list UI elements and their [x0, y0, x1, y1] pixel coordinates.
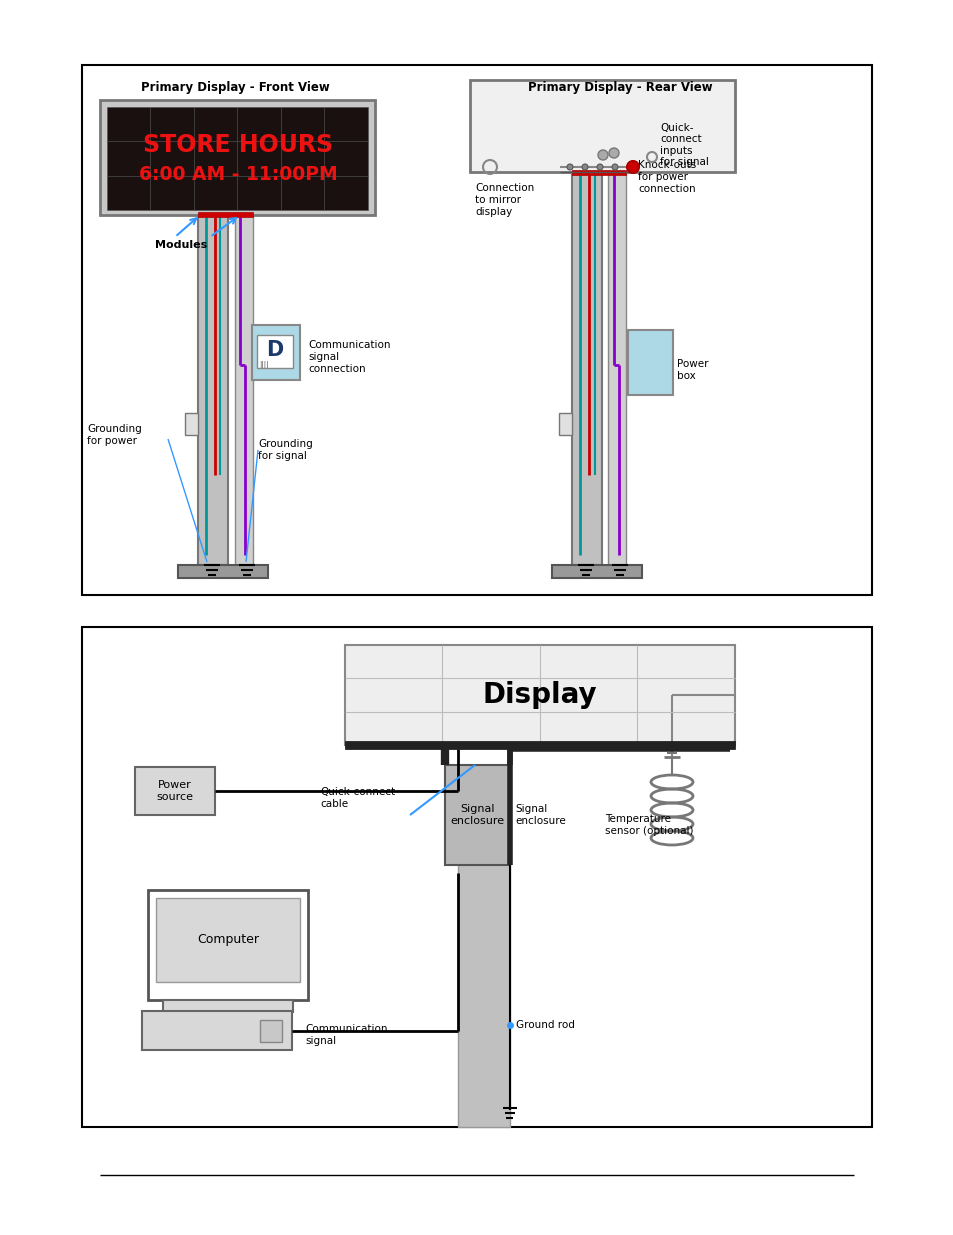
Bar: [607, 172, 625, 564]
Bar: [148, 890, 308, 1000]
Text: 6:00 AM - 11:00PM: 6:00 AM - 11:00PM: [138, 165, 337, 184]
Bar: [260, 1020, 282, 1042]
Bar: [82, 65, 871, 595]
Bar: [100, 100, 375, 215]
Bar: [457, 764, 510, 1128]
Text: Knock-outs
for power
connection: Knock-outs for power connection: [638, 161, 696, 194]
Bar: [252, 325, 299, 380]
Bar: [198, 212, 253, 217]
Circle shape: [597, 164, 602, 170]
Circle shape: [566, 164, 573, 170]
Bar: [142, 1011, 292, 1050]
Text: Quick-connect
cable: Quick-connect cable: [319, 787, 395, 809]
Bar: [345, 645, 734, 745]
Bar: [185, 412, 198, 435]
Circle shape: [612, 164, 618, 170]
Text: Connection
to mirror
display: Connection to mirror display: [475, 184, 534, 216]
Circle shape: [581, 164, 587, 170]
Text: Primary Display - Front View: Primary Display - Front View: [140, 80, 329, 94]
Text: Computer: Computer: [196, 934, 258, 946]
Bar: [107, 107, 368, 210]
Bar: [444, 764, 510, 864]
Bar: [234, 215, 253, 564]
Bar: [572, 172, 601, 564]
Text: STORE HOURS: STORE HOURS: [143, 133, 333, 157]
Bar: [627, 330, 672, 395]
Bar: [558, 412, 572, 435]
Text: Primary Display - Rear View: Primary Display - Rear View: [527, 80, 712, 94]
Text: Power
source: Power source: [156, 781, 193, 802]
Text: Display: Display: [482, 680, 597, 709]
Text: Communication
signal
connection: Communication signal connection: [308, 341, 390, 374]
Text: Power
box: Power box: [677, 359, 708, 380]
Circle shape: [608, 148, 618, 158]
Text: Grounding
for signal: Grounding for signal: [257, 440, 313, 461]
Text: ||||: ||||: [258, 362, 268, 368]
Circle shape: [626, 161, 639, 173]
Bar: [156, 898, 299, 982]
Text: Signal
enclosure: Signal enclosure: [450, 804, 504, 826]
Bar: [198, 215, 228, 564]
Text: Quick-
connect
inputs
for signal: Quick- connect inputs for signal: [659, 122, 708, 168]
Text: Temperature
sensor (optional): Temperature sensor (optional): [604, 814, 693, 836]
Text: Ground rod: Ground rod: [516, 1020, 575, 1030]
Bar: [256, 335, 293, 368]
Text: Grounding
for power: Grounding for power: [87, 424, 142, 446]
Bar: [572, 170, 625, 175]
Bar: [470, 80, 734, 172]
Bar: [135, 767, 214, 815]
Bar: [178, 564, 268, 578]
Text: Signal
enclosure: Signal enclosure: [515, 804, 565, 826]
Bar: [552, 564, 641, 578]
Text: Modules: Modules: [154, 240, 207, 249]
Circle shape: [598, 149, 607, 161]
Bar: [163, 1000, 293, 1011]
Bar: [345, 741, 734, 748]
Text: D: D: [266, 340, 283, 359]
Text: Communication
signal: Communication signal: [305, 1024, 387, 1046]
Bar: [82, 627, 871, 1128]
